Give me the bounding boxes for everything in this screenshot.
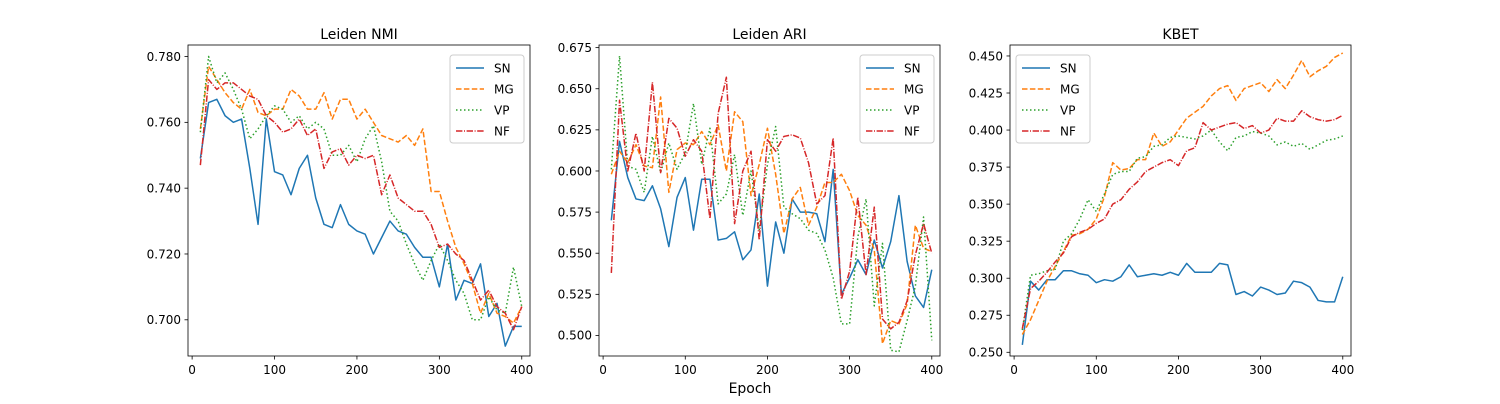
y-tick-label: 0.275 <box>969 309 1003 323</box>
legend-label-nf: NF <box>1060 124 1076 138</box>
shared-x-axis-label: Epoch <box>729 381 772 397</box>
x-tick-label: 400 <box>1331 363 1354 377</box>
legend-label-nf: NF <box>494 124 510 138</box>
y-tick-label: 0.425 <box>969 86 1003 100</box>
chart-title: KBET <box>1162 27 1199 43</box>
series-line-sn <box>1021 262 1344 345</box>
y-tick-label: 0.350 <box>969 197 1003 211</box>
x-tick-label: 200 <box>756 363 779 377</box>
series-line-nf <box>610 76 933 330</box>
x-tick-label: 100 <box>1085 363 1108 377</box>
legend-label-sn: SN <box>494 61 511 75</box>
legend-label-mg: MG <box>494 82 514 96</box>
chart-panel-2: Leiden ARI 0 100 200 300 400 0.500 0.525 0.550 0.… <box>558 27 944 377</box>
x-tick-label: 0 <box>1010 363 1018 377</box>
x-tick-label: 400 <box>920 363 943 377</box>
x-tick-label: 100 <box>674 363 697 377</box>
legend-label-sn: SN <box>1060 61 1077 75</box>
y-tick-label: 0.700 <box>147 313 181 327</box>
legend-label-mg: MG <box>904 82 924 96</box>
plot-frame <box>598 44 941 357</box>
legend: SN MG VP NF <box>859 54 935 144</box>
series-line-mg <box>610 96 933 345</box>
series-line-mg <box>199 65 523 324</box>
y-tick-label: 0.740 <box>147 181 181 195</box>
y-tick-label: 0.525 <box>558 288 592 302</box>
legend-label-vp: VP <box>904 103 919 117</box>
y-tick-label: 0.325 <box>969 234 1003 248</box>
x-tick-label: 200 <box>345 363 368 377</box>
series-group <box>610 55 933 353</box>
y-tick-label: 0.780 <box>147 50 181 64</box>
series-line-sn <box>199 98 522 347</box>
legend-frame <box>1015 54 1091 144</box>
y-tick-label: 0.650 <box>558 82 592 96</box>
legend-label-vp: VP <box>1060 103 1075 117</box>
series-line-sn <box>610 140 933 309</box>
legend: SN MG VP NF <box>449 54 525 144</box>
series-line-vp <box>1021 129 1344 331</box>
legend-frame <box>859 54 935 144</box>
y-tick-label: 0.375 <box>969 160 1003 174</box>
y-tick-label: 0.600 <box>558 164 592 178</box>
legend-frame <box>449 54 525 144</box>
x-tick-label: 300 <box>428 363 451 377</box>
chart-panel-3: KBET 0 100 200 300 400 0.250 0.275 0.300 0.325 0.3… <box>969 27 1355 377</box>
y-tick-label: 0.400 <box>969 123 1003 137</box>
y-tick-label: 0.720 <box>147 247 181 261</box>
series-group <box>199 55 523 347</box>
x-tick-label: 0 <box>188 363 196 377</box>
plot-frame <box>187 44 531 357</box>
y-tick-label: 0.250 <box>969 346 1003 360</box>
y-tick-label: 0.760 <box>147 116 181 130</box>
y-tick-label: 0.500 <box>558 329 592 343</box>
x-tick-label: 200 <box>1167 363 1190 377</box>
series-line-vp <box>199 55 523 321</box>
x-tick-label: 300 <box>1249 363 1272 377</box>
legend: SN MG VP NF <box>1015 54 1091 144</box>
legend-label-vp: VP <box>494 103 509 117</box>
legend-label-mg: MG <box>1060 82 1080 96</box>
y-tick-label: 0.450 <box>969 49 1003 63</box>
y-tick-label: 0.575 <box>558 205 592 219</box>
x-tick-label: 0 <box>599 363 607 377</box>
series-line-vp <box>610 55 933 353</box>
y-tick-label: 0.625 <box>558 123 592 137</box>
chart-title: Leiden NMI <box>320 27 398 43</box>
plot-frame <box>1009 44 1352 357</box>
x-tick-label: 300 <box>838 363 861 377</box>
x-tick-label: 100 <box>263 363 286 377</box>
x-tick-label: 400 <box>510 363 533 377</box>
legend-label-nf: NF <box>904 124 920 138</box>
legend-label-sn: SN <box>904 61 921 75</box>
panels: Leiden NMI 0 100 200 300 400 0.700 0.720 0.740 0.… <box>147 27 1355 377</box>
y-tick-label: 0.675 <box>558 41 592 55</box>
y-tick-label: 0.300 <box>969 272 1003 286</box>
chart-title: Leiden ARI <box>732 27 806 43</box>
series-group <box>1021 52 1344 345</box>
series-line-nf <box>199 78 523 331</box>
chart-panel-1: Leiden NMI 0 100 200 300 400 0.700 0.720 0.740 0.… <box>147 27 534 377</box>
y-tick-label: 0.550 <box>558 247 592 261</box>
series-line-nf <box>1021 110 1344 329</box>
